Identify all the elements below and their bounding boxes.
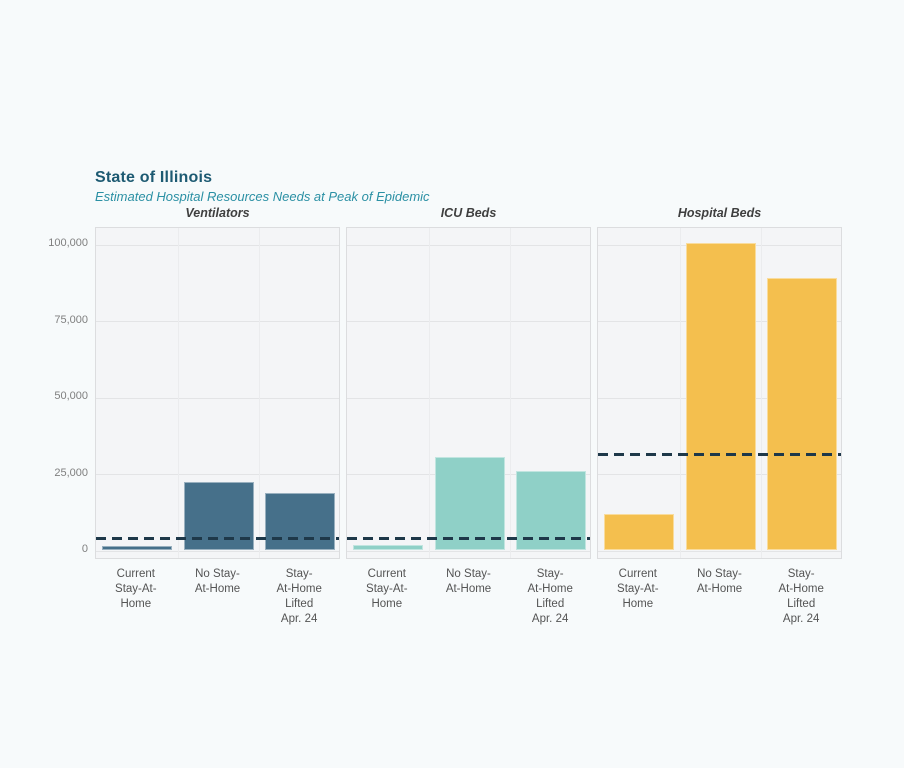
gridline-v [679,228,681,558]
plot-panel [346,227,591,559]
x-tick-label: No Stay- At-Home [194,568,241,595]
bar [352,544,423,551]
gridline-h [96,244,339,246]
x-tick-label: Current Stay-At- Home [617,568,659,610]
bar [101,545,172,551]
gridline-h [96,397,339,399]
bar [434,456,505,551]
plot-panel [95,227,340,559]
plot-panel [597,227,842,559]
gridline-h [96,321,339,322]
gridline-h [96,550,339,552]
x-tick-label: Stay- At-Home Lifted Apr. 24 [276,568,322,625]
x-tick-label: Stay- At-Home Lifted Apr. 24 [778,568,824,625]
gridline-v [761,228,763,558]
x-tick-label: Stay- At-Home Lifted Apr. 24 [527,568,573,625]
y-tick-label: 50,000 [54,390,88,402]
bar [183,481,254,551]
y-tick-label: 75,000 [54,313,88,326]
capacity-line [347,537,590,541]
gridline-h [347,550,590,552]
gridline-v [428,228,430,558]
gridline-h [598,550,841,552]
bar [767,278,838,551]
panel-title: ICU Beds [440,206,497,220]
gridline-h [347,321,590,322]
bar [685,243,756,551]
x-tick-label: Current Stay-At- Home [115,568,157,610]
x-tick-label: No Stay- At-Home [445,568,492,595]
capacity-line [598,453,841,457]
x-tick-label: No Stay- At-Home [696,568,743,595]
chart-title: State of Illinois [95,169,213,186]
bar [603,514,674,551]
gridline-h [347,397,590,399]
gridline-h [347,244,590,246]
gridline-v [510,228,512,558]
panel-title: Hospital Beds [677,206,762,220]
gridline-h [96,474,339,475]
chart-subtitle: Estimated Hospital Resources Needs at Pe… [95,189,430,204]
y-tick-label: 100,000 [48,237,88,249]
panel-title: Ventilators [185,206,250,220]
x-tick-label: Current Stay-At- Home [366,568,408,610]
y-tick-label: 0 [81,543,88,555]
gridline-v [259,228,261,558]
bar [265,492,336,551]
y-tick-label: 25,000 [54,466,88,479]
gridline-v [177,228,179,558]
capacity-line [96,537,339,541]
